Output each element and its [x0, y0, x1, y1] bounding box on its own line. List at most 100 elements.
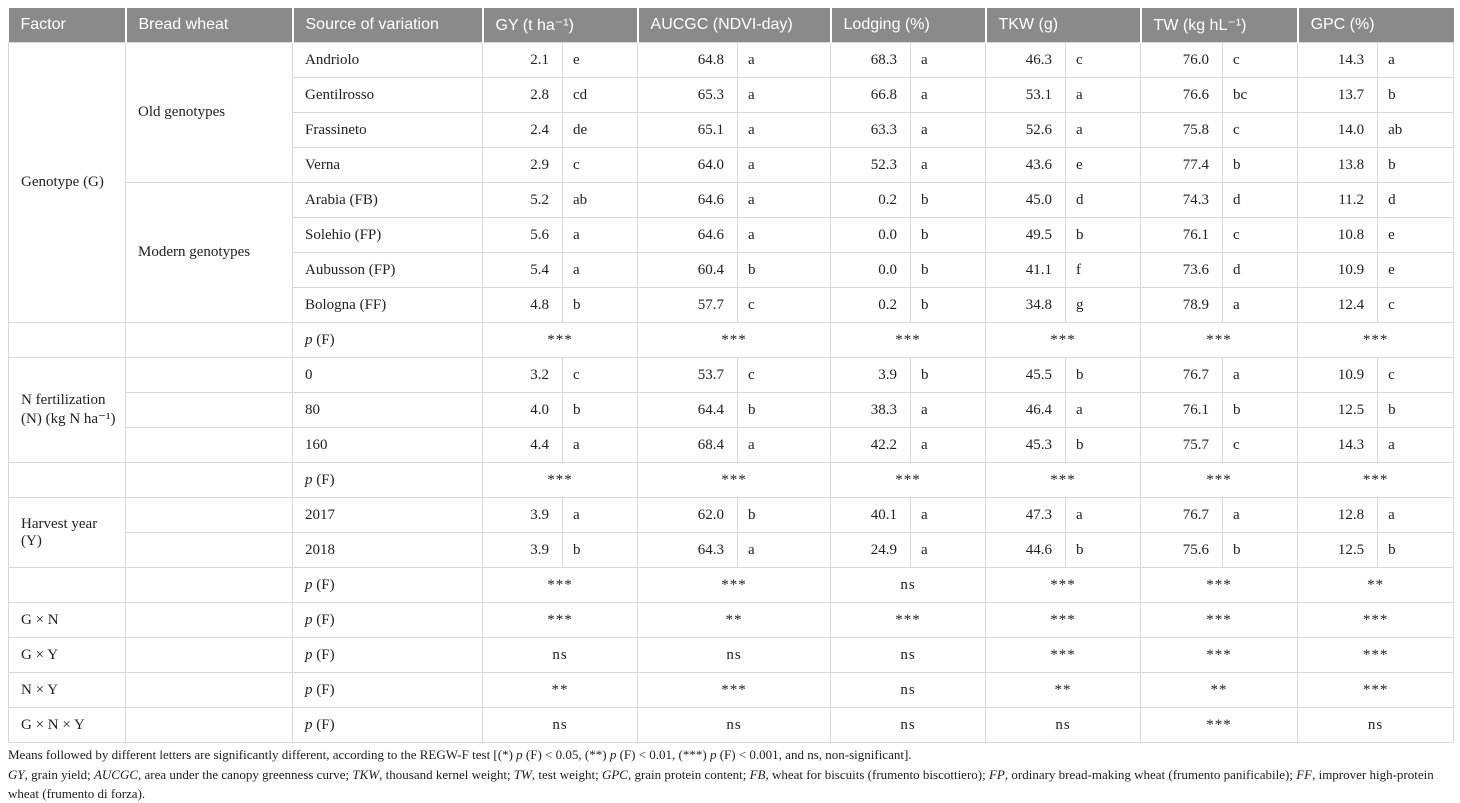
footnote-abbr: p	[609, 747, 617, 762]
pf-italic-p: p	[305, 576, 313, 593]
letter-cell: a	[1222, 497, 1299, 533]
letter-cell: d	[1377, 182, 1455, 218]
pf-italic-p: p	[305, 471, 313, 488]
letter-cell: a	[561, 427, 639, 463]
letter-cell: c	[1377, 287, 1455, 323]
footnote-significance: Means followed by different letters are …	[8, 746, 1453, 765]
significance-cell: ***	[481, 567, 639, 603]
value-cell: 65.1	[637, 112, 739, 148]
col-header-tkw: TKW (g)	[984, 8, 1141, 43]
value-cell: 64.8	[637, 42, 739, 78]
letter-cell: b	[910, 182, 987, 218]
letter-cell: b	[1065, 532, 1142, 568]
letter-cell: d	[1222, 182, 1299, 218]
footnote-abbr: FF	[1296, 766, 1313, 782]
table-row: Bologna (FF) 4.8 b 57.7 c 0.2 b 34.8 g 78.9 a 12.4 c	[9, 287, 1455, 323]
value-cell: 66.8	[830, 77, 912, 113]
letter-cell: a	[737, 182, 832, 218]
significance-cell: ***	[830, 322, 987, 358]
value-cell: 11.2	[1297, 182, 1379, 218]
value-cell: 64.4	[637, 392, 739, 428]
value-cell: 53.7	[637, 357, 739, 393]
significance-cell: ***	[1140, 637, 1299, 673]
letter-cell: a	[737, 532, 832, 568]
pf-italic-p: p	[305, 611, 313, 628]
letter-cell: c	[1222, 217, 1299, 253]
footnote-text: , area under the canopy greenness curve;	[138, 766, 353, 782]
source-cell: p (F)	[292, 707, 483, 743]
letter-cell: c	[561, 147, 639, 183]
value-cell: 2.8	[482, 77, 563, 113]
table-row: p (F) *** *** *** *** *** ***	[8, 462, 1455, 498]
value-cell: 57.7	[637, 287, 739, 323]
value-cell: 12.8	[1297, 497, 1379, 533]
table-row: N fertilization (N) (kg N ha⁻¹) 0 3.2 c 53.7…	[8, 357, 1455, 463]
footnote-text: (F) < 0.001, and ns, non-significant].	[716, 747, 912, 762]
table-row: Genotype (G) Old genotypes Andriolo 2.1 e 64.…	[8, 42, 1455, 323]
significance-cell: ns	[481, 637, 639, 673]
significance-cell: **	[1140, 672, 1299, 708]
letter-cell: a	[737, 427, 832, 463]
letter-cell: b	[561, 532, 639, 568]
footnote-text: (F) < 0.05, (**)	[522, 747, 610, 762]
letter-cell: b	[737, 497, 832, 533]
significance-cell: ***	[637, 672, 832, 708]
col-header-gy: GY (t ha⁻¹)	[481, 8, 638, 43]
letter-cell: a	[1065, 497, 1142, 533]
value-cell: 0.0	[830, 252, 912, 288]
value-cell: 76.7	[1140, 357, 1224, 393]
value-cell: 76.1	[1140, 217, 1224, 253]
letter-cell: c	[1222, 42, 1299, 78]
letter-cell: a	[910, 532, 987, 568]
pf-rest: (F)	[312, 471, 335, 488]
footnote-text: , grain protein content;	[627, 766, 750, 782]
significance-cell: ns	[830, 707, 987, 743]
value-cell: 13.7	[1297, 77, 1379, 113]
table-row: 80 4.0 b 64.4 b 38.3 a 46.4 a 76.1 b 12.5 b	[9, 392, 1455, 428]
bread-wheat-cell: Modern genotypes	[125, 182, 293, 323]
significance-cell: ***	[481, 602, 639, 638]
significance-cell: ***	[481, 322, 639, 358]
letter-cell: b	[910, 287, 987, 323]
footnote-abbr: GPC	[601, 766, 628, 782]
source-cell: p (F)	[292, 672, 483, 708]
value-cell: 10.8	[1297, 217, 1379, 253]
bread-wheat-cell	[125, 322, 293, 358]
col-header-source-of-variation: Source of variation	[291, 8, 483, 43]
bread-wheat-cell: Old genotypes	[125, 42, 293, 183]
table-row: Solehio (FP) 5.6 a 64.6 a 0.0 b 49.5 b 76.1 c 10.8 e	[9, 217, 1455, 253]
value-cell: 24.9	[830, 532, 912, 568]
letter-cell: d	[1065, 182, 1142, 218]
pf-rest: (F)	[312, 716, 335, 733]
footnote-text: , thousand kernel weight;	[379, 766, 514, 782]
value-cell: 60.4	[637, 252, 739, 288]
significance-cell: ns	[830, 567, 987, 603]
value-cell: 41.1	[985, 252, 1067, 288]
bread-wheat-cell	[125, 497, 293, 533]
letter-cell: a	[1377, 427, 1455, 463]
table-row: p (F) *** *** *** *** *** ***	[8, 322, 1455, 358]
letter-cell: de	[561, 112, 639, 148]
letter-cell: a	[737, 147, 832, 183]
source-cell: Bologna (FF)	[292, 287, 483, 323]
value-cell: 0.0	[830, 217, 912, 253]
bread-wheat-cell	[125, 602, 293, 638]
factor-cell: Harvest year (Y)	[8, 497, 126, 568]
letter-cell: b	[910, 357, 987, 393]
pf-rest: (F)	[312, 331, 335, 348]
letter-cell: a	[910, 112, 987, 148]
source-cell: 2017	[292, 497, 483, 533]
value-cell: 46.4	[985, 392, 1067, 428]
source-cell: 0	[292, 357, 483, 393]
value-cell: 64.6	[637, 182, 739, 218]
value-cell: 75.8	[1140, 112, 1224, 148]
pf-italic-p: p	[305, 681, 313, 698]
value-cell: 10.9	[1297, 252, 1379, 288]
value-cell: 5.6	[482, 217, 563, 253]
letter-cell: b	[1065, 427, 1142, 463]
significance-cell: ***	[1297, 637, 1455, 673]
letter-cell: a	[910, 497, 987, 533]
